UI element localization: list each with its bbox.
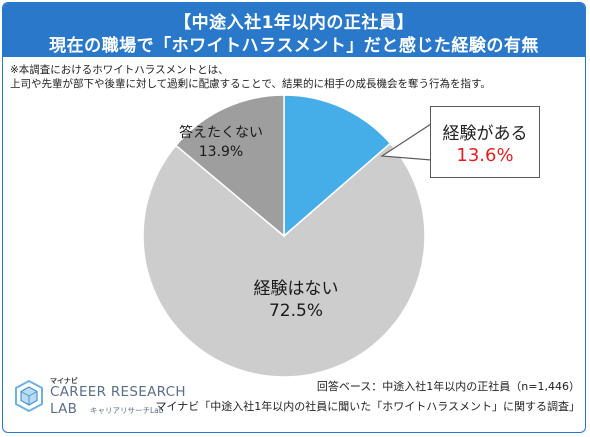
footer-source: マイナビ「中途入社1年以内の社員に聞いた「ホワイトハラスメント」に関する調査」 [155, 400, 580, 413]
logo-brand-main: CAREER RESEARCH [50, 384, 186, 400]
chart-title-line1: 【中途入社1年以内の正社員】 [174, 13, 414, 33]
pie-slices [142, 94, 426, 378]
title-band: 【中途入社1年以内の正社員】 現在の職場で「ホワイトハラスメント」だと感じた経験… [3, 3, 585, 57]
slice-value-yes: 13.6% [456, 145, 514, 166]
career-research-lab-logo-icon [15, 380, 43, 412]
slice-label-group-no: 経験はない 72.5% [236, 274, 356, 321]
slice-label-no: 経験はない [253, 279, 339, 299]
definition-note-line1: ※本調査におけるホワイトハラスメントとは、 [10, 64, 229, 76]
slice-label-group-na: 答えたくない 13.9% [176, 122, 266, 160]
pie-slice-no [142, 142, 426, 378]
slice-label-yes: 経験がある [442, 124, 528, 144]
pie-slice-yes [283, 94, 392, 238]
slice-label-na: 答えたくない [179, 125, 263, 141]
slice-value-no: 72.5% [268, 301, 323, 321]
chart-title-line2: 現在の職場で「ホワイトハラスメント」だと感じた経験の有無 [49, 36, 539, 56]
slice-value-na: 13.9% [198, 144, 244, 160]
logo-brand-sub: キャリアリサーチLab [90, 406, 164, 415]
definition-note-line2: 上司や先輩が部下や後輩に対して過剰に配慮することで、結果的に相手の成長機会を奪う… [10, 78, 491, 90]
footer-base: 回答ベース：中途入社1年以内の正社員（n=1,446） [316, 380, 580, 393]
logo-brand-top: マイナビ [50, 377, 78, 385]
logo-brand-lab: LAB [50, 401, 78, 417]
pie-slice-na [174, 94, 285, 238]
callout-box: 経験がある 13.6% [430, 106, 540, 178]
